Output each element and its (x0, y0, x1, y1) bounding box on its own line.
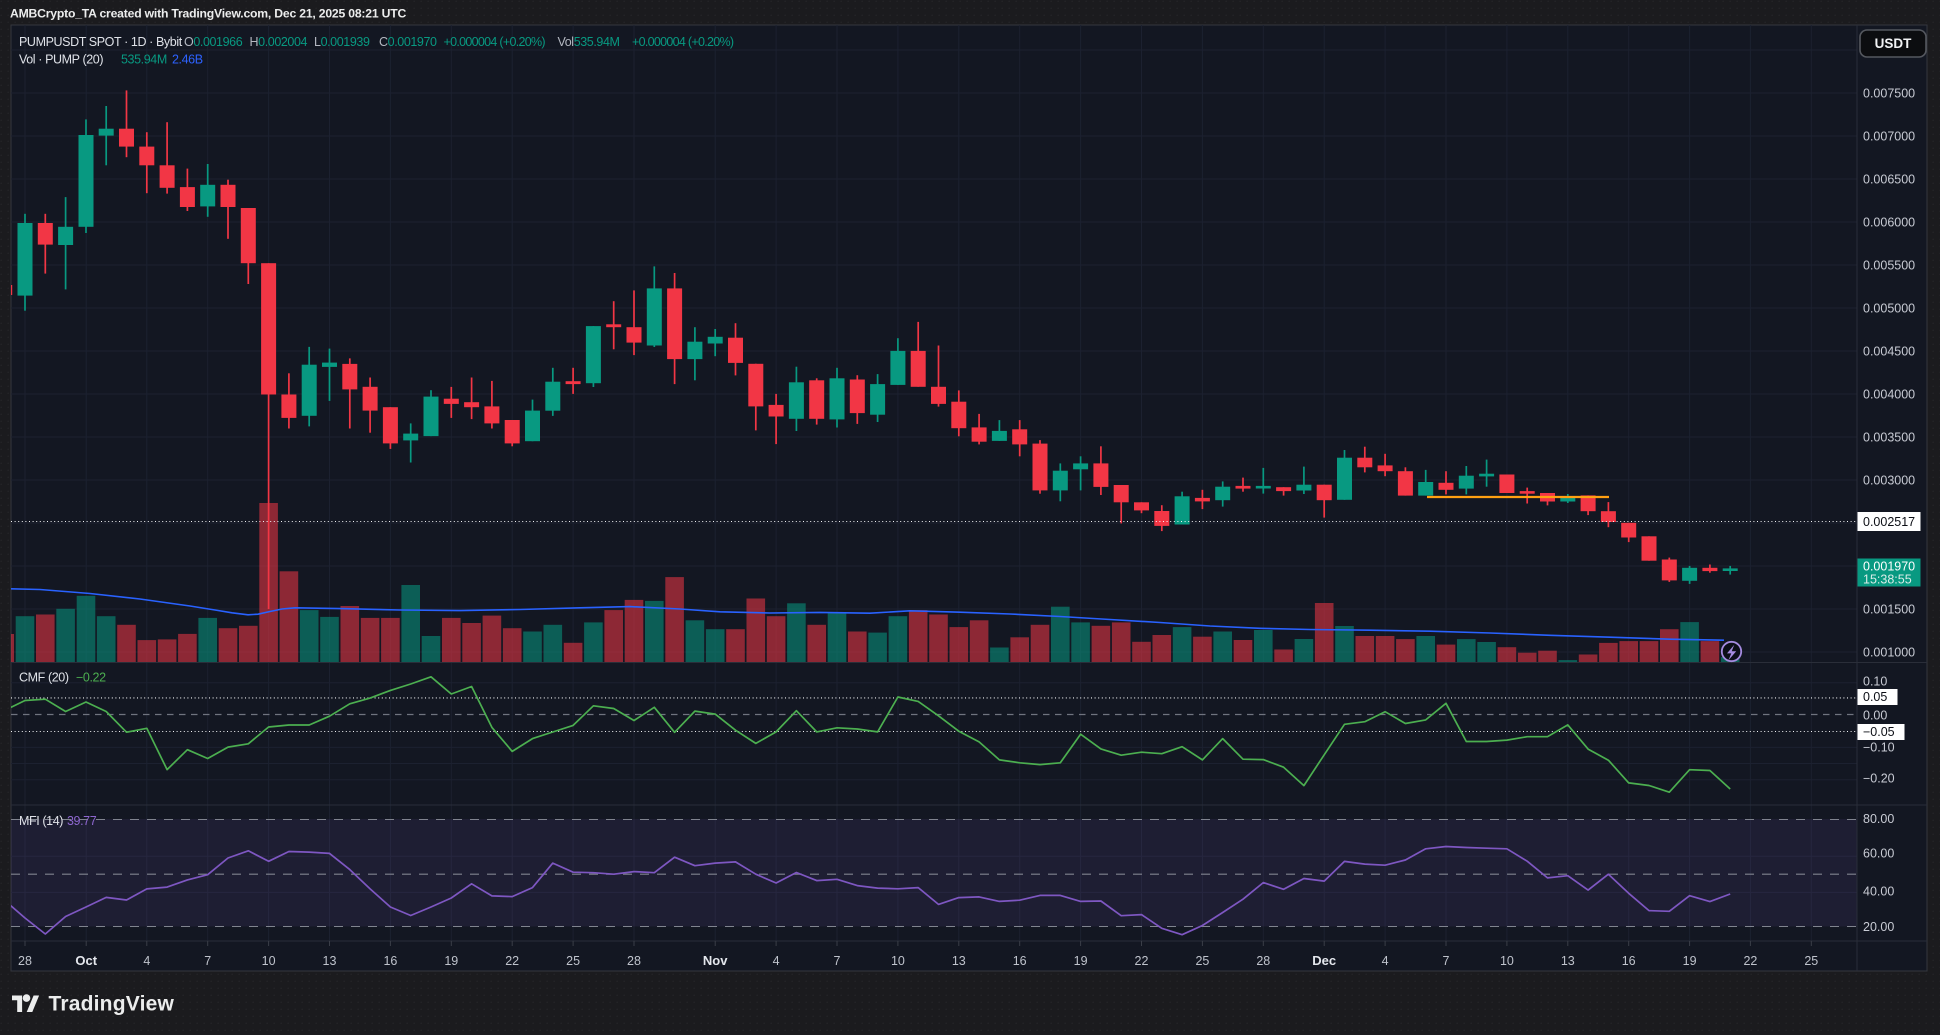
svg-text:535.94M: 535.94M (121, 53, 167, 67)
svg-text:19: 19 (444, 954, 458, 968)
svg-text:4: 4 (773, 954, 780, 968)
svg-text:60.00: 60.00 (1863, 846, 1894, 860)
svg-text:+0.000004 (+0.20%): +0.000004 (+0.20%) (444, 35, 546, 49)
svg-text:Vol535.94M: Vol535.94M (558, 35, 620, 49)
svg-text:−0.22: −0.22 (76, 671, 106, 685)
svg-text:0.10: 0.10 (1863, 675, 1887, 689)
svg-text:22: 22 (1135, 954, 1149, 968)
svg-text:0.006500: 0.006500 (1863, 173, 1915, 187)
svg-text:0.001000: 0.001000 (1863, 646, 1915, 660)
svg-text:0.001500: 0.001500 (1863, 603, 1915, 617)
svg-text:PUMPUSDT SPOT · 1D · Bybit: PUMPUSDT SPOT · 1D · Bybit (19, 35, 183, 49)
svg-text:−0.20: −0.20 (1863, 772, 1895, 786)
svg-text:AMBCrypto_TA created with Trad: AMBCrypto_TA created with TradingView.co… (10, 7, 406, 21)
svg-text:20.00: 20.00 (1863, 920, 1894, 934)
svg-text:0.006000: 0.006000 (1863, 216, 1915, 230)
svg-text:16: 16 (1622, 954, 1636, 968)
svg-text:28: 28 (627, 954, 641, 968)
svg-text:10: 10 (262, 954, 276, 968)
svg-text:Oct: Oct (75, 953, 97, 968)
svg-text:16: 16 (383, 954, 397, 968)
svg-text:TradingView: TradingView (49, 993, 175, 1016)
svg-text:10: 10 (891, 954, 905, 968)
svg-text:0.005500: 0.005500 (1863, 259, 1915, 273)
svg-text:0.005000: 0.005000 (1863, 302, 1915, 316)
svg-text:Dec: Dec (1312, 953, 1336, 968)
svg-text:13: 13 (1561, 954, 1575, 968)
svg-text:+0.000004 (+0.20%): +0.000004 (+0.20%) (632, 35, 734, 49)
svg-text:16: 16 (1013, 954, 1027, 968)
svg-text:28: 28 (1256, 954, 1270, 968)
svg-text:4: 4 (1382, 954, 1389, 968)
svg-text:15:38:55: 15:38:55 (1863, 573, 1912, 587)
svg-text:H0.002004: H0.002004 (250, 35, 308, 49)
svg-text:7: 7 (1443, 954, 1450, 968)
svg-text:0.00: 0.00 (1863, 709, 1887, 723)
svg-text:40.00: 40.00 (1863, 884, 1894, 898)
svg-text:19: 19 (1074, 954, 1088, 968)
svg-text:O0.001966: O0.001966 (184, 35, 243, 49)
svg-text:2.46B: 2.46B (172, 53, 203, 67)
svg-text:MFI (14): MFI (14) (19, 814, 63, 828)
svg-text:10: 10 (1500, 954, 1514, 968)
svg-text:USDT: USDT (1875, 36, 1913, 51)
svg-text:0.003000: 0.003000 (1863, 474, 1915, 488)
svg-text:0.002517: 0.002517 (1863, 515, 1915, 529)
svg-text:C0.001970: C0.001970 (379, 35, 437, 49)
svg-text:0.004000: 0.004000 (1863, 388, 1915, 402)
svg-text:0.007000: 0.007000 (1863, 130, 1915, 144)
svg-text:L0.001939: L0.001939 (314, 35, 370, 49)
svg-text:25: 25 (1804, 954, 1818, 968)
svg-text:Vol · PUMP (20): Vol · PUMP (20) (19, 53, 103, 67)
svg-text:13: 13 (952, 954, 966, 968)
svg-text:0.007500: 0.007500 (1863, 87, 1915, 101)
svg-text:4: 4 (143, 954, 150, 968)
svg-text:25: 25 (566, 954, 580, 968)
svg-text:22: 22 (1743, 954, 1757, 968)
svg-text:−0.05: −0.05 (1863, 725, 1895, 739)
svg-text:0.003500: 0.003500 (1863, 431, 1915, 445)
svg-text:CMF (20): CMF (20) (19, 671, 69, 685)
svg-text:0.05: 0.05 (1863, 690, 1887, 704)
svg-text:7: 7 (204, 954, 211, 968)
svg-text:80.00: 80.00 (1863, 812, 1894, 826)
svg-text:19: 19 (1683, 954, 1697, 968)
svg-text:7: 7 (834, 954, 841, 968)
svg-text:13: 13 (323, 954, 337, 968)
svg-text:0.001970: 0.001970 (1863, 560, 1915, 574)
svg-text:−0.10: −0.10 (1863, 741, 1895, 755)
svg-text:28: 28 (18, 954, 32, 968)
svg-text:39.77: 39.77 (67, 814, 97, 828)
svg-text:Nov: Nov (703, 953, 728, 968)
svg-text:25: 25 (1195, 954, 1209, 968)
svg-text:22: 22 (505, 954, 519, 968)
svg-text:0.004500: 0.004500 (1863, 345, 1915, 359)
